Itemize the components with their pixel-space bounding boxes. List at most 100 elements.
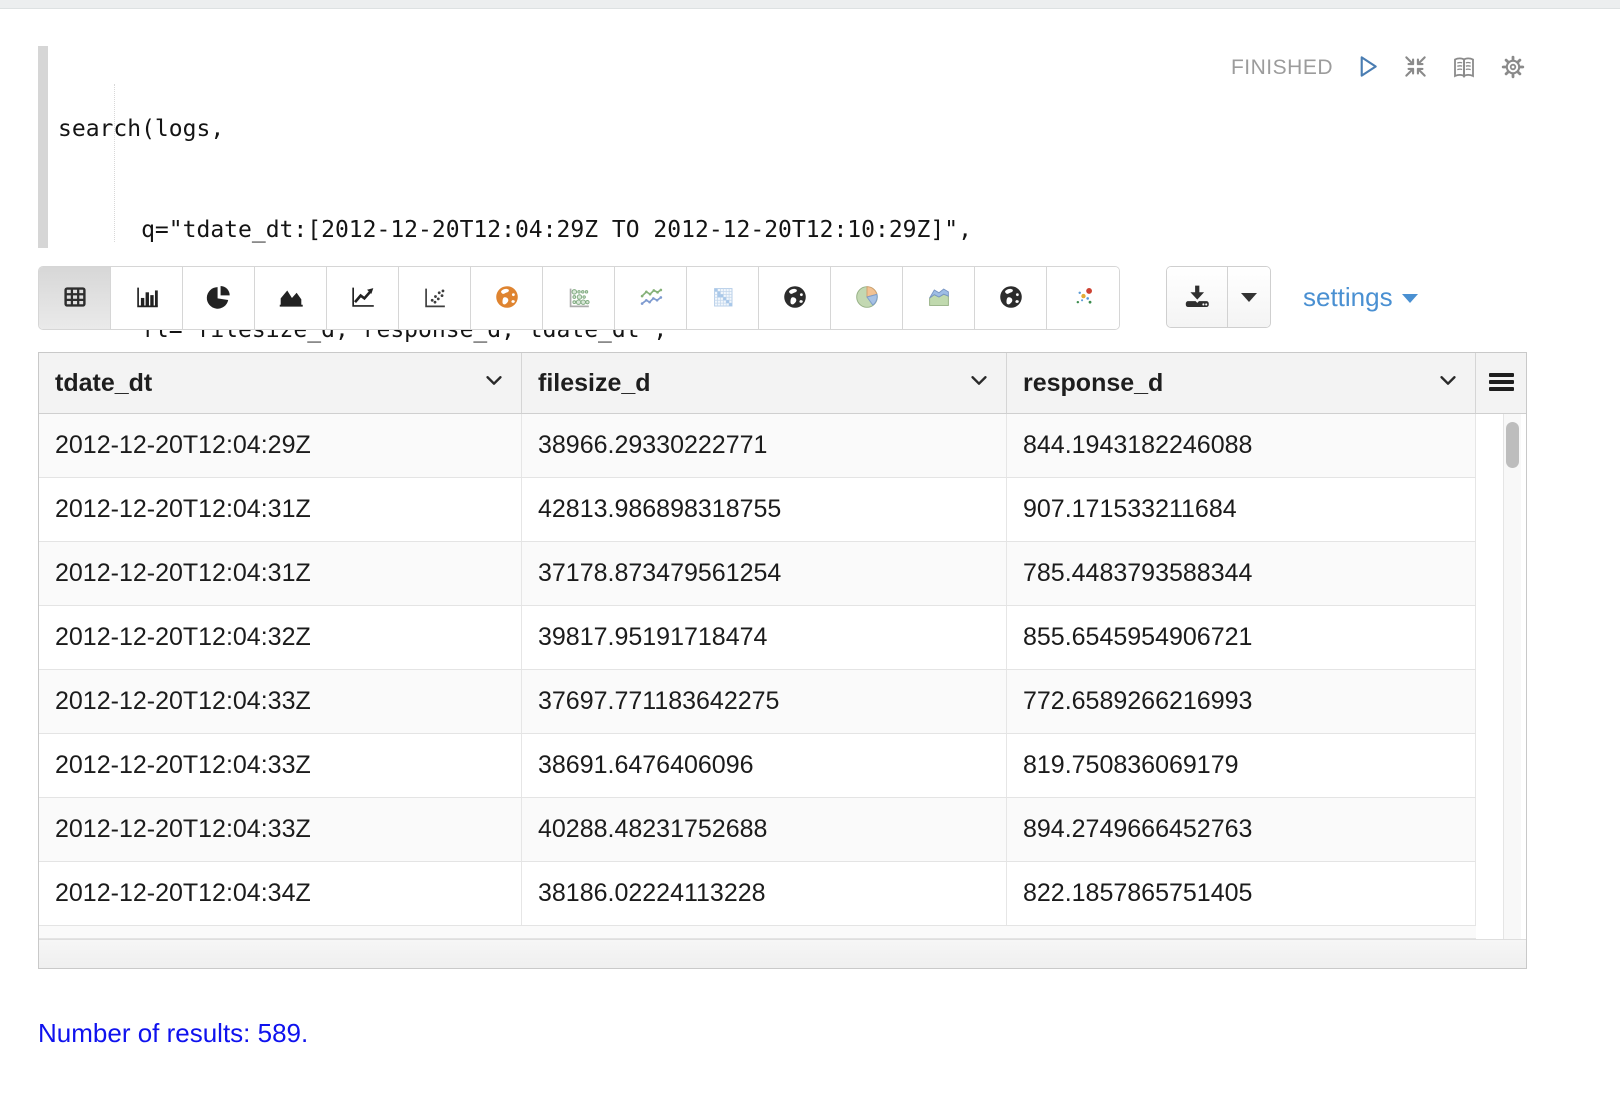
table-cell: 2012-12-20T12:04:31Z — [39, 478, 522, 541]
scatter-color-icon — [1068, 282, 1098, 315]
table-menu-button[interactable] — [1476, 353, 1526, 413]
table-cell: 894.2749666452763 — [1007, 798, 1476, 861]
caret-down-icon — [1241, 292, 1257, 302]
table-icon — [60, 282, 90, 315]
results-table: tdate_dt filesize_d response_d — [38, 352, 1527, 969]
viz-bubble-chart-button[interactable] — [543, 267, 615, 329]
shrink-icon — [1402, 53, 1429, 83]
chevron-down-icon[interactable] — [968, 369, 990, 398]
table-header-row: tdate_dt filesize_d response_d — [39, 353, 1526, 414]
table-row: 2012-12-20T12:04:31Z 42813.986898318755 … — [39, 478, 1476, 542]
book-icon — [1450, 53, 1478, 84]
visualization-toolbar: settings — [38, 266, 1528, 330]
table-cell: 2012-12-20T12:04:33Z — [39, 670, 522, 733]
table-cell: 38186.02224113228 — [522, 862, 1007, 925]
table-cell: 2012-12-20T12:04:31Z — [39, 542, 522, 605]
viz-multi-line-chart-button[interactable] — [615, 267, 687, 329]
paragraph-top-divider — [0, 0, 1620, 9]
viz-area-chart-color-button[interactable] — [903, 267, 975, 329]
table-cell: 2012-12-20T12:04:29Z — [39, 414, 522, 477]
code-line: q="tdate_dt:[2012-12-20T12:04:29Z TO 201… — [58, 216, 972, 243]
results-count: Number of results: 589. — [38, 1018, 309, 1048]
table-cell: 785.4483793588344 — [1007, 542, 1476, 605]
viz-globe-dark-2-button[interactable] — [975, 267, 1047, 329]
collapse-button[interactable] — [1402, 53, 1429, 83]
viz-globe-dark-button[interactable] — [759, 267, 831, 329]
bar-chart-icon — [132, 282, 162, 315]
area-chart-color-icon — [924, 282, 954, 315]
table-row: 2012-12-20T12:04:33Z 37697.771183642275 … — [39, 670, 1476, 734]
table-row-clipped — [39, 926, 1476, 939]
table-row: 2012-12-20T12:04:33Z 40288.48231752688 8… — [39, 798, 1476, 862]
download-button-group — [1166, 266, 1271, 328]
viz-pie-chart-color-button[interactable] — [831, 267, 903, 329]
table-cell: 38966.29330222771 — [522, 414, 1007, 477]
table-cell: 2012-12-20T12:04:32Z — [39, 606, 522, 669]
bubble-chart-icon — [564, 282, 594, 315]
chart-type-group — [38, 266, 1120, 330]
column-header-tdate-dt[interactable]: tdate_dt — [39, 353, 522, 413]
show-editor-button[interactable] — [1450, 53, 1478, 84]
download-button[interactable] — [1167, 267, 1228, 327]
hamburger-menu-icon — [1488, 370, 1515, 397]
scatter-plot-icon — [420, 282, 450, 315]
table-cell: 37178.873479561254 — [522, 542, 1007, 605]
viz-line-chart-button[interactable] — [327, 267, 399, 329]
table-row: 2012-12-20T12:04:31Z 37178.873479561254 … — [39, 542, 1476, 606]
table-cell: 40288.48231752688 — [522, 798, 1007, 861]
table-row: 2012-12-20T12:04:34Z 38186.02224113228 8… — [39, 862, 1476, 926]
table-body: 2012-12-20T12:04:29Z 38966.29330222771 8… — [39, 414, 1526, 939]
viz-heatmap-button[interactable] — [687, 267, 759, 329]
table-cell: 38691.6476406096 — [522, 734, 1007, 797]
table-cell: 39817.95191718474 — [522, 606, 1007, 669]
indent-guide — [114, 84, 115, 242]
settings-label: settings — [1303, 281, 1393, 312]
table-row: 2012-12-20T12:04:33Z 38691.6476406096 81… — [39, 734, 1476, 798]
table-cell: 844.1943182246088 — [1007, 414, 1476, 477]
table-scrollbar-track[interactable] — [1503, 414, 1521, 939]
table-scrollbar-thumb[interactable] — [1506, 422, 1519, 468]
table-hscroll-area[interactable] — [39, 939, 1526, 968]
column-header-filesize-d[interactable]: filesize_d — [522, 353, 1007, 413]
chevron-down-icon[interactable] — [483, 369, 505, 398]
chevron-down-icon[interactable] — [1437, 369, 1459, 398]
line-chart-icon — [348, 282, 378, 315]
viz-bar-chart-button[interactable] — [111, 267, 183, 329]
paragraph-drag-handle — [38, 46, 48, 248]
paragraph-status-bar: FINISHED — [1231, 50, 1527, 86]
table-cell: 37697.771183642275 — [522, 670, 1007, 733]
table-rows: 2012-12-20T12:04:29Z 38966.29330222771 8… — [39, 414, 1476, 939]
gear-icon — [1499, 53, 1527, 84]
column-label: tdate_dt — [55, 368, 153, 397]
download-options-button[interactable] — [1228, 267, 1270, 327]
area-chart-icon — [276, 282, 306, 315]
table-cell: 42813.986898318755 — [522, 478, 1007, 541]
viz-pie-chart-button[interactable] — [183, 267, 255, 329]
heatmap-icon — [708, 282, 738, 315]
viz-scatter-color-button[interactable] — [1047, 267, 1119, 329]
table-cell: 2012-12-20T12:04:34Z — [39, 862, 522, 925]
table-cell: 855.6545954906721 — [1007, 606, 1476, 669]
table-cell: 2012-12-20T12:04:33Z — [39, 798, 522, 861]
viz-area-chart-button[interactable] — [255, 267, 327, 329]
pie-chart-icon — [204, 282, 234, 315]
play-icon — [1354, 53, 1381, 83]
run-button[interactable] — [1354, 53, 1381, 83]
viz-globe-orange-button[interactable] — [471, 267, 543, 329]
table-cell: 822.1857865751405 — [1007, 862, 1476, 925]
viz-scatter-plot-button[interactable] — [399, 267, 471, 329]
settings-caret-icon — [1401, 294, 1418, 303]
table-cell: 772.6589266216993 — [1007, 670, 1476, 733]
column-header-response-d[interactable]: response_d — [1007, 353, 1476, 413]
table-row: 2012-12-20T12:04:32Z 39817.95191718474 8… — [39, 606, 1476, 670]
viz-table-button[interactable] — [39, 267, 111, 329]
settings-link[interactable]: settings — [1303, 266, 1418, 328]
code-line: search(logs, — [58, 116, 225, 142]
download-icon — [1181, 281, 1213, 314]
table-cell: 907.171533211684 — [1007, 478, 1476, 541]
column-label: response_d — [1023, 368, 1164, 397]
globe-dark-icon — [780, 282, 810, 315]
table-cell: 819.750836069179 — [1007, 734, 1476, 797]
column-label: filesize_d — [538, 368, 651, 397]
paragraph-settings-button[interactable] — [1499, 53, 1527, 84]
